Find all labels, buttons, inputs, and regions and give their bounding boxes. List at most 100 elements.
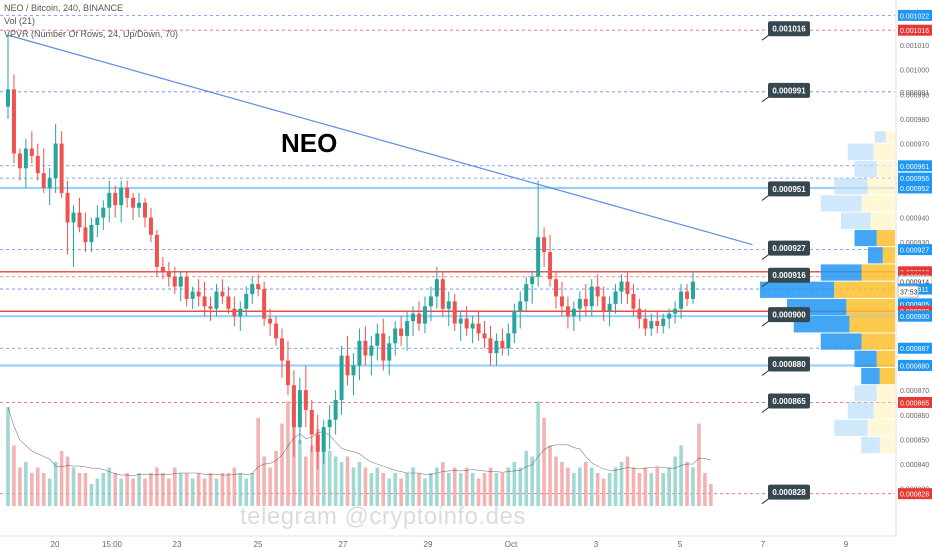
price-callout[interactable]: 0.000991 — [761, 82, 810, 103]
price-tick: 0.001000 — [900, 68, 929, 75]
price-callout[interactable]: 0.000865 — [761, 393, 810, 413]
volume-bar — [381, 473, 386, 506]
time-tick-label: 5 — [678, 540, 683, 549]
time-tick-label: 25 — [254, 540, 263, 549]
volume-bar — [286, 401, 290, 506]
candle — [399, 316, 404, 346]
candle-body — [488, 338, 493, 354]
candle-body — [113, 192, 118, 206]
vpvr-down-bar — [879, 436, 895, 454]
trend-line[interactable] — [7, 34, 753, 246]
candle — [679, 284, 684, 319]
price-callout[interactable]: 0.000927 — [761, 240, 810, 261]
candle — [405, 311, 410, 351]
candle-body — [315, 434, 320, 452]
volume-bar — [268, 467, 272, 506]
candle — [285, 340, 290, 396]
candle-body — [321, 427, 326, 452]
price-callout[interactable]: 0.000951 — [761, 181, 810, 201]
time-axis[interactable]: 20 15:00 23 25 27 29 Oct 3 5 7 9 — [0, 535, 896, 549]
price-callout[interactable]: 0.000828 — [761, 484, 810, 505]
volume-bars — [6, 401, 713, 506]
volume-bar — [65, 456, 70, 506]
candle — [452, 293, 457, 331]
vpvr-up-bar — [861, 367, 880, 385]
candle — [232, 296, 237, 327]
price-axis[interactable]: 0.001022 0.001016 0.001010 0.001000 0.000991… — [895, 0, 932, 536]
candle — [446, 291, 451, 327]
volume-bar — [387, 478, 392, 506]
price-tick: 0.000887 — [898, 342, 932, 354]
candle-body — [196, 291, 201, 297]
candle-body — [393, 328, 398, 344]
volume-bar — [250, 473, 255, 506]
price-tag — [898, 488, 932, 500]
volume-bar — [95, 478, 100, 506]
vpvr-down-bar — [849, 316, 895, 333]
volume-bar — [673, 456, 677, 506]
candle-body — [440, 279, 445, 309]
candle-body — [399, 328, 404, 336]
vpvr-down-bar — [867, 419, 895, 436]
price-tag — [898, 182, 932, 194]
candle-body — [280, 338, 284, 361]
candle — [256, 274, 261, 297]
volume-bar — [452, 467, 457, 506]
price-tick-label: 0.000900 — [900, 314, 929, 321]
volume-bar — [244, 478, 249, 506]
price-callout[interactable]: 0.001016 — [761, 21, 810, 41]
callout-box — [768, 393, 810, 409]
price-callouts[interactable]: 0.001016 0.000991 0.000951 0.000927 0.000916… — [761, 21, 810, 505]
volume-bar — [292, 412, 296, 506]
volume-indicator-label[interactable]: Vol (21) — [4, 16, 36, 26]
price-tick: 0.000961 — [898, 160, 932, 172]
vpvr-down-bar — [846, 298, 895, 316]
volume-bar — [226, 473, 231, 506]
vpvr-down-bar — [879, 367, 895, 385]
candle-body — [125, 187, 130, 198]
price-callout[interactable]: 0.000916 — [761, 267, 810, 288]
candle-body — [679, 291, 684, 309]
price-tick: 0.000970 — [900, 142, 929, 149]
candle-body — [77, 212, 82, 228]
candle-body — [631, 293, 636, 309]
price-tick: 0.000990 — [900, 92, 929, 99]
volume-bar — [47, 478, 52, 506]
candle-body — [148, 217, 153, 235]
volume-bar — [607, 473, 612, 506]
volume-bar — [691, 467, 695, 506]
candle-body — [512, 311, 517, 334]
time-tick-label: 20 — [51, 540, 60, 549]
callout-label: 0.000865 — [772, 397, 806, 406]
symbol-title: NEO / Bitcoin, 240, BINANCE — [4, 3, 124, 13]
candle-body — [369, 345, 374, 356]
time-tick-label: 23 — [173, 540, 182, 549]
candle-body — [428, 296, 433, 307]
time-tick-label: 3 — [594, 540, 599, 549]
callout-box — [768, 82, 810, 98]
volume-bar — [232, 467, 237, 506]
price-tick-label: 0.000980 — [900, 117, 929, 124]
candle — [512, 303, 517, 344]
candle-body — [673, 308, 678, 314]
vpvr-indicator-label[interactable]: VPVR (Number Of Rows, 24, Up/Down, 70) — [4, 29, 179, 39]
price-tick: 0.001022 — [898, 9, 932, 21]
candle — [476, 311, 481, 341]
price-tick-label: 0.000940 — [900, 216, 929, 223]
candle — [143, 197, 147, 228]
candle-body — [434, 279, 439, 297]
vpvr-down-bar — [861, 264, 895, 281]
price-tick: 0.000991 — [900, 90, 929, 97]
volume-bar — [71, 467, 76, 506]
candle — [244, 286, 249, 317]
price-callout[interactable]: 0.000900 — [761, 307, 810, 327]
volume-bar — [441, 462, 445, 506]
candle-body — [119, 187, 124, 206]
price-callout[interactable]: 0.000880 — [761, 356, 810, 376]
vpvr-down-bar — [876, 350, 895, 367]
candle-body — [613, 291, 618, 304]
volume-bar — [172, 467, 177, 506]
candle — [417, 301, 421, 331]
candle-body — [17, 153, 22, 169]
